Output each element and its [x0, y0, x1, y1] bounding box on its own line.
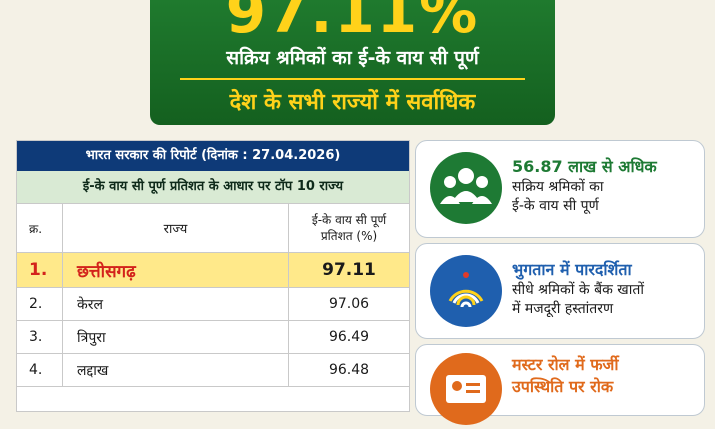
row-state: छत्तीसगढ़ — [63, 253, 289, 287]
col-percent-header-line2: प्रतिशत (%) — [320, 229, 378, 243]
col-percent-header: ई-के वाय सी पूर्ण प्रतिशत (%) — [289, 204, 409, 252]
headline-percent: 97.11% — [225, 0, 480, 46]
banner-divider — [180, 78, 525, 80]
card-line: सक्रिय श्रमिकों का — [512, 179, 604, 195]
col-state-header: राज्य — [63, 204, 289, 252]
col-percent-header-line1: ई-के वाय सी पूर्ण — [311, 213, 387, 227]
row-rank: 2. — [17, 288, 63, 320]
headline-banner: 97.11% सक्रिय श्रमिकों का ई-के वाय सी पू… — [150, 0, 555, 125]
report-title: भारत सरकार की रिपोर्ट (दिनांक : 27.04.20… — [17, 141, 409, 171]
card-line: उपस्थिति पर रोक — [512, 377, 614, 396]
row-value: 96.48 — [328, 362, 370, 378]
people-group-icon — [430, 152, 502, 224]
card-line: ई-के वाय सी पूर्ण — [512, 198, 599, 214]
info-card-ekyc: 56.87 लाख से अधिक सक्रिय श्रमिकों का ई-क… — [415, 140, 705, 238]
headline-line2: देश के सभी राज्यों में सर्वाधिक — [229, 90, 476, 115]
table-row: 1. छत्तीसगढ़ 97.11 — [17, 253, 409, 288]
row-state: त्रिपुरा — [63, 321, 289, 353]
table-header-row: क्र. राज्य ई-के वाय सी पूर्ण प्रतिशत (%) — [17, 204, 409, 253]
card-title: मस्टर रोल में फर्जी — [512, 355, 619, 374]
row-rank: 3. — [17, 321, 63, 353]
row-value: 97.11 — [322, 260, 376, 280]
card-title: भुगतान में पारदर्शिता — [512, 260, 632, 279]
info-card-transparency: भुगतान में पारदर्शिता सीधे श्रमिकों के ब… — [415, 243, 705, 339]
row-rank: 4. — [17, 354, 63, 386]
ranking-table: भारत सरकार की रिपोर्ट (दिनांक : 27.04.20… — [16, 140, 410, 412]
card-title: 56.87 लाख से अधिक — [512, 157, 657, 176]
table-row: 4. लद्दाख 96.48 — [17, 354, 409, 387]
info-card-muster-roll: मस्टर रोल में फर्जी उपस्थिति पर रोक — [415, 344, 705, 425]
row-rank: 1. — [17, 253, 63, 287]
row-state: लद्दाख — [63, 354, 289, 386]
row-value: 96.49 — [328, 329, 370, 345]
table-row: 3. त्रिपुरा 96.49 — [17, 321, 409, 354]
aadhaar-fingerprint-icon — [430, 255, 502, 327]
table-subtitle: ई-के वाय सी पूर्ण प्रतिशत के आधार पर टॉप… — [17, 171, 409, 204]
headline-line1: सक्रिय श्रमिकों का ई-के वाय सी पूर्ण — [226, 47, 479, 69]
col-rank-header: क्र. — [17, 204, 63, 252]
table-row: 2. केरल 97.06 — [17, 288, 409, 321]
id-card-icon — [430, 353, 502, 425]
card-line: में मजदूरी हस्तांतरण — [512, 301, 614, 317]
row-state: केरल — [63, 288, 289, 320]
row-value: 97.06 — [328, 296, 370, 312]
card-line: सीधे श्रमिकों के बैंक खातों — [512, 282, 644, 298]
